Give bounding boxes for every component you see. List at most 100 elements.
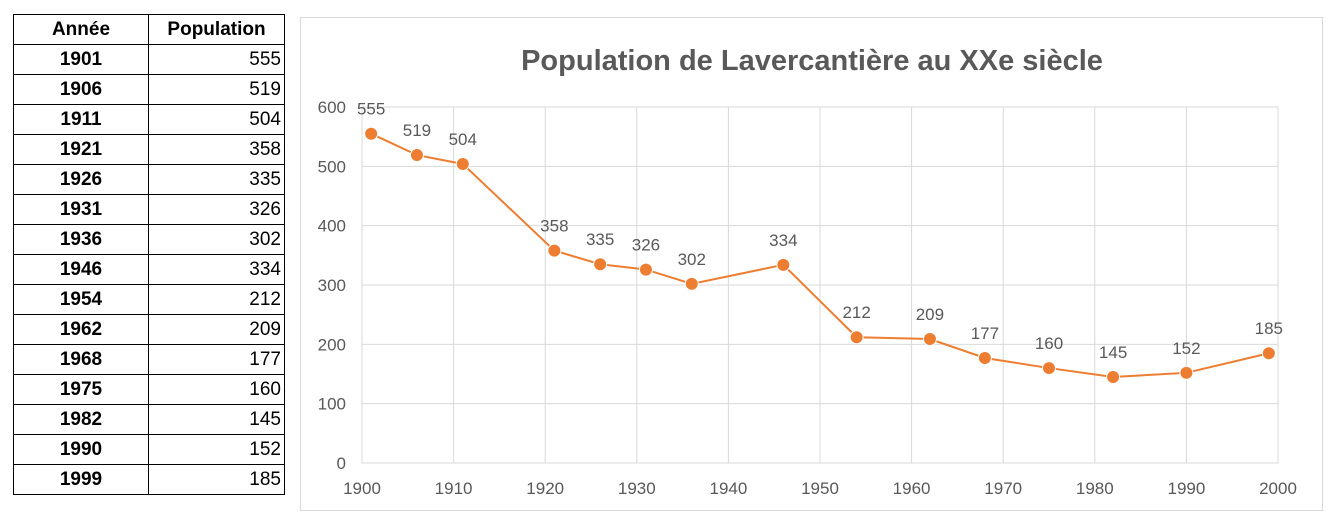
table-row: 1936 302	[13, 224, 285, 255]
x-tick-label: 1990	[1167, 479, 1205, 498]
data-label: 160	[1035, 334, 1063, 353]
year-cell: 1990	[13, 434, 149, 465]
population-cell: 519	[148, 74, 285, 105]
data-label: 519	[403, 121, 431, 140]
year-cell: 1946	[13, 254, 149, 285]
table-row: 1954 212	[13, 284, 285, 315]
table-row: 1906 519	[13, 74, 285, 105]
population-cell: 326	[148, 194, 285, 225]
x-tick-label: 1950	[801, 479, 839, 498]
y-tick-label: 400	[318, 217, 346, 236]
data-point	[1042, 361, 1056, 376]
table-header-row: Année Population	[13, 14, 285, 45]
table-row: 1982 145	[13, 404, 285, 435]
table-row: 1968 177	[13, 344, 285, 375]
data-point	[455, 156, 470, 171]
data-label: 326	[632, 236, 660, 255]
y-tick-label: 200	[318, 335, 346, 354]
table-row: 1946 334	[13, 254, 285, 285]
table-row: 1990 152	[13, 434, 285, 465]
data-point	[776, 257, 791, 272]
line-chart: Population de Lavercantière au XXe siècl…	[318, 45, 1297, 498]
year-cell: 1982	[13, 404, 149, 435]
y-tick-label: 0	[337, 454, 346, 473]
data-label: 358	[540, 217, 568, 236]
population-cell: 160	[148, 374, 285, 405]
data-label: 185	[1255, 319, 1283, 338]
data-point	[593, 257, 608, 272]
data-point	[547, 243, 562, 258]
y-tick-label: 100	[318, 395, 346, 414]
year-cell: 1999	[13, 464, 149, 495]
chart-title: Population de Lavercantière au XXe siècl…	[521, 45, 1103, 77]
year-cell: 1936	[13, 224, 149, 255]
year-cell: 1954	[13, 284, 149, 315]
data-point	[1261, 346, 1276, 361]
data-point	[638, 262, 653, 277]
y-tick-label: 500	[318, 157, 346, 176]
population-cell: 209	[148, 314, 285, 345]
data-label: 209	[916, 305, 944, 324]
y-tick-label: 300	[318, 276, 346, 295]
data-label: 145	[1099, 343, 1127, 362]
header-annee: Année	[13, 14, 149, 45]
year-cell: 1931	[13, 194, 149, 225]
population-cell: 555	[148, 44, 285, 75]
data-point	[1179, 365, 1194, 380]
data-label: 212	[842, 303, 870, 322]
population-table: Année Population 1901 555 1906 519 1911 504 19…	[13, 14, 285, 495]
y-tick-label: 600	[318, 98, 346, 117]
data-point	[409, 148, 424, 163]
population-cell: 334	[148, 254, 285, 285]
year-cell: 1911	[13, 104, 149, 135]
year-cell: 1901	[13, 44, 149, 75]
header-population: Population	[148, 14, 285, 45]
data-label: 334	[769, 231, 797, 250]
year-cell: 1906	[13, 74, 149, 105]
data-point	[684, 276, 699, 291]
x-tick-label: 1980	[1076, 479, 1114, 498]
population-cell: 504	[148, 104, 285, 135]
x-tick-label: 1900	[343, 479, 381, 498]
data-point	[849, 330, 864, 345]
data-label: 302	[678, 250, 706, 269]
data-label: 335	[586, 230, 614, 249]
population-cell: 152	[148, 434, 285, 465]
table-row: 1931 326	[13, 194, 285, 225]
table-row: 1926 335	[13, 164, 285, 195]
year-cell: 1975	[13, 374, 149, 405]
x-tick-label: 1920	[526, 479, 564, 498]
data-point	[977, 350, 992, 365]
x-tick-label: 1930	[618, 479, 656, 498]
population-cell: 212	[148, 284, 285, 315]
x-tick-label: 1960	[893, 479, 931, 498]
table-row: 1921 358	[13, 134, 285, 165]
population-cell: 335	[148, 164, 285, 195]
population-cell: 145	[148, 404, 285, 435]
table-row: 1999 185	[13, 464, 285, 495]
x-tick-label: 2000	[1259, 479, 1297, 498]
table-row: 1901 555	[13, 44, 285, 75]
population-cell: 358	[148, 134, 285, 165]
year-cell: 1968	[13, 344, 149, 375]
data-label: 177	[971, 324, 999, 343]
year-cell: 1921	[13, 134, 149, 165]
data-point	[364, 126, 379, 141]
x-tick-label: 1910	[435, 479, 473, 498]
year-cell: 1962	[13, 314, 149, 345]
data-label: 152	[1172, 339, 1200, 358]
data-point	[922, 331, 937, 346]
data-label: 555	[357, 100, 385, 119]
x-tick-label: 1970	[984, 479, 1022, 498]
population-cell: 302	[148, 224, 285, 255]
table-row: 1962 209	[13, 314, 285, 345]
chart-area: Population de Lavercantière au XXe siècl…	[300, 17, 1323, 511]
year-cell: 1926	[13, 164, 149, 195]
table-row: 1911 504	[13, 104, 285, 135]
population-cell: 177	[148, 344, 285, 375]
x-tick-label: 1940	[709, 479, 747, 498]
table-row: 1975 160	[13, 374, 285, 405]
population-cell: 185	[148, 464, 285, 495]
data-label: 504	[449, 130, 477, 149]
data-point	[1106, 369, 1121, 384]
